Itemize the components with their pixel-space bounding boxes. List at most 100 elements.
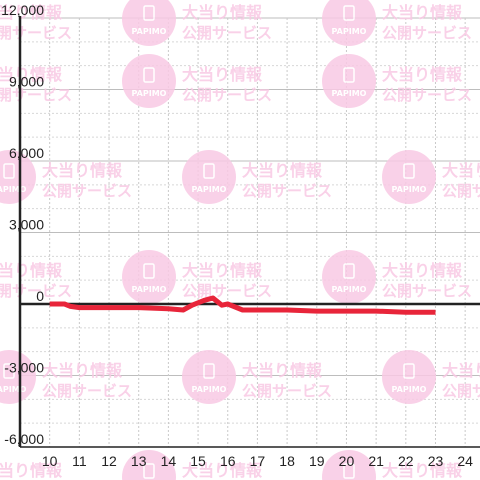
watermark-line1: 大当り情報 (0, 65, 63, 84)
watermark-circle (0, 350, 36, 404)
watermark-line1: 大当り情報 (242, 361, 323, 380)
watermark-line2: 公開サービス (382, 282, 472, 300)
x-tick-label: 17 (250, 453, 266, 469)
watermark-circle (182, 350, 236, 404)
watermark-line1: 大当り情報 (182, 3, 263, 22)
watermark-circle (122, 54, 176, 108)
watermark-line1: 大当り情報 (382, 3, 463, 22)
x-tick-label: 12 (101, 453, 117, 469)
watermark-line2: 公開サービス (242, 182, 332, 200)
watermark-line1: 大当り情報 (42, 161, 123, 180)
x-tick-label: 18 (279, 453, 295, 469)
watermark-brand: PAPIMO (192, 385, 227, 394)
watermark-brand: PAPIMO (192, 185, 227, 194)
watermark-line2: 公開サービス (442, 182, 480, 200)
x-tick-label: 22 (398, 453, 414, 469)
x-tick-label: 16 (220, 453, 236, 469)
phone-icon (343, 67, 355, 83)
watermark-line2: 公開サービス (382, 24, 472, 42)
series-line (49, 295, 436, 315)
x-tick-label: 13 (131, 453, 147, 469)
watermark-line1: 大当り情報 (382, 65, 463, 84)
watermark-line2: 公開サービス (42, 382, 132, 400)
x-tick-label: 23 (428, 453, 444, 469)
watermark-circle (382, 150, 436, 204)
phone-icon (403, 363, 415, 379)
watermark-line1: 大当り情報 (42, 361, 123, 380)
grid-lines (20, 17, 480, 448)
watermark-line2: 公開サービス (42, 182, 132, 200)
phone-icon (3, 363, 15, 379)
watermark-circle (322, 450, 376, 480)
phone-icon (343, 463, 355, 479)
watermark-line2: 公開サービス (182, 86, 272, 104)
watermark-brand: PAPIMO (332, 285, 367, 294)
x-tick-label: 15 (190, 453, 206, 469)
y-tick-label: 6,000 (9, 145, 44, 161)
series-line-path (49, 295, 436, 315)
watermark-line1: 大当り情報 (0, 461, 63, 480)
watermark-circle (322, 0, 376, 46)
y-tick-label: -3,000 (4, 360, 44, 376)
watermark-brand: PAPIMO (0, 185, 27, 194)
y-tick-label: -6,000 (4, 431, 44, 447)
y-tick-label: 3,000 (9, 217, 44, 233)
watermark-circle (122, 0, 176, 46)
x-tick-label: 19 (309, 453, 325, 469)
watermark-line1: 大当り情報 (182, 65, 263, 84)
watermark-line2: 公開サービス (442, 382, 480, 400)
watermark-brand: PAPIMO (392, 185, 427, 194)
watermark-circle (122, 250, 176, 304)
phone-icon (143, 5, 155, 21)
x-tick-label: 20 (339, 453, 355, 469)
watermark-line2: 公開サービス (242, 382, 332, 400)
watermark-circle (322, 54, 376, 108)
watermark-circle (322, 250, 376, 304)
watermark-line1: 大当り情報 (0, 3, 63, 22)
x-tick-label: 24 (457, 453, 473, 469)
phone-icon (343, 263, 355, 279)
watermark-line1: 大当り情報 (382, 261, 463, 280)
y-tick-label: 9,000 (9, 74, 44, 90)
watermark-circle (382, 350, 436, 404)
x-tick-label: 21 (368, 453, 384, 469)
phone-icon (203, 163, 215, 179)
tick-labels: 12,000 9,000 6,000 3,000 0 -3,000 -6,000 10 11 12… (1, 2, 473, 469)
watermark-line1: 大当り情報 (242, 161, 323, 180)
watermark-brand: PAPIMO (132, 89, 167, 98)
watermark-brand: PAPIMO (132, 27, 167, 36)
watermark-brand: PAPIMO (132, 285, 167, 294)
watermark-line1: 大当り情報 (442, 161, 480, 180)
phone-icon (3, 163, 15, 179)
watermark-line1: 大当り情報 (382, 461, 463, 480)
phone-icon (143, 463, 155, 479)
watermark-line1: 大当り情報 (182, 461, 263, 480)
phone-icon (203, 363, 215, 379)
watermark-line1: 大当り情報 (182, 261, 263, 280)
watermark-circle (182, 150, 236, 204)
watermark-brand: PAPIMO (0, 385, 27, 394)
watermark-line2: 公開サービス (382, 86, 472, 104)
watermark-line2: 公開サービス (0, 282, 72, 300)
x-tick-label: 10 (42, 453, 58, 469)
y-tick-label: 0 (36, 288, 44, 304)
